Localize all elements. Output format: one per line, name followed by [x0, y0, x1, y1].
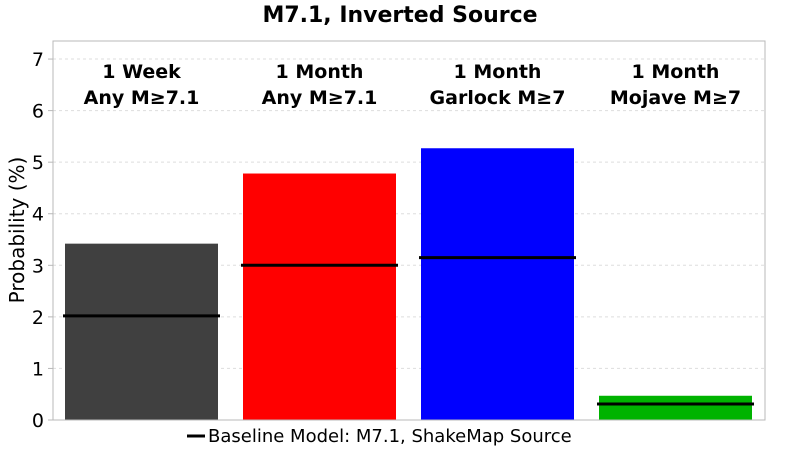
- legend-label: Baseline Model: M7.1, ShakeMap Source: [208, 426, 572, 447]
- y-tick-label: 3: [32, 255, 44, 277]
- y-axis-ticks: 0 1 2 3 4 5 6 7: [32, 49, 53, 432]
- plot-frame: [52, 40, 766, 421]
- y-tick-label: 4: [32, 204, 44, 226]
- category-label-line1: 1 Month: [632, 61, 720, 83]
- y-tick-label: 5: [32, 152, 44, 174]
- bar-1: [65, 243, 218, 420]
- chart-title: M7.1, Inverted Source: [262, 3, 537, 28]
- y-tick-label: 2: [32, 307, 44, 329]
- category-label-1: 1 Week Any M≥7.1: [84, 61, 200, 109]
- y-tick-label: 0: [32, 410, 44, 432]
- category-label-line1: 1 Month: [454, 61, 542, 83]
- y-tick-label: 1: [32, 358, 44, 380]
- category-label-line2: Mojave M≥7: [610, 87, 741, 109]
- baseline-markers: [63, 256, 754, 406]
- y-axis-label: Probability (%): [5, 157, 29, 304]
- bar-3: [421, 148, 574, 420]
- y-tick-label: 6: [32, 101, 44, 123]
- category-labels: 1 Week Any M≥7.1 1 Month Any M≥7.1 1 Month Ga…: [84, 61, 741, 109]
- category-label-line2: Any M≥7.1: [84, 87, 200, 109]
- bars: [65, 148, 752, 420]
- category-label-line2: Garlock M≥7: [430, 87, 566, 109]
- bar-2: [243, 173, 396, 420]
- y-tick-label: 7: [32, 49, 44, 71]
- category-label-line2: Any M≥7.1: [262, 87, 378, 109]
- grid-lines: [53, 58, 765, 369]
- bar-4: [599, 395, 752, 420]
- legend: Baseline Model: M7.1, ShakeMap Source: [187, 426, 572, 447]
- category-label-line1: 1 Week: [102, 61, 181, 83]
- category-label-line1: 1 Month: [276, 61, 364, 83]
- category-label-3: 1 Month Garlock M≥7: [430, 61, 566, 109]
- category-label-4: 1 Month Mojave M≥7: [610, 61, 741, 109]
- category-label-2: 1 Month Any M≥7.1: [262, 61, 378, 109]
